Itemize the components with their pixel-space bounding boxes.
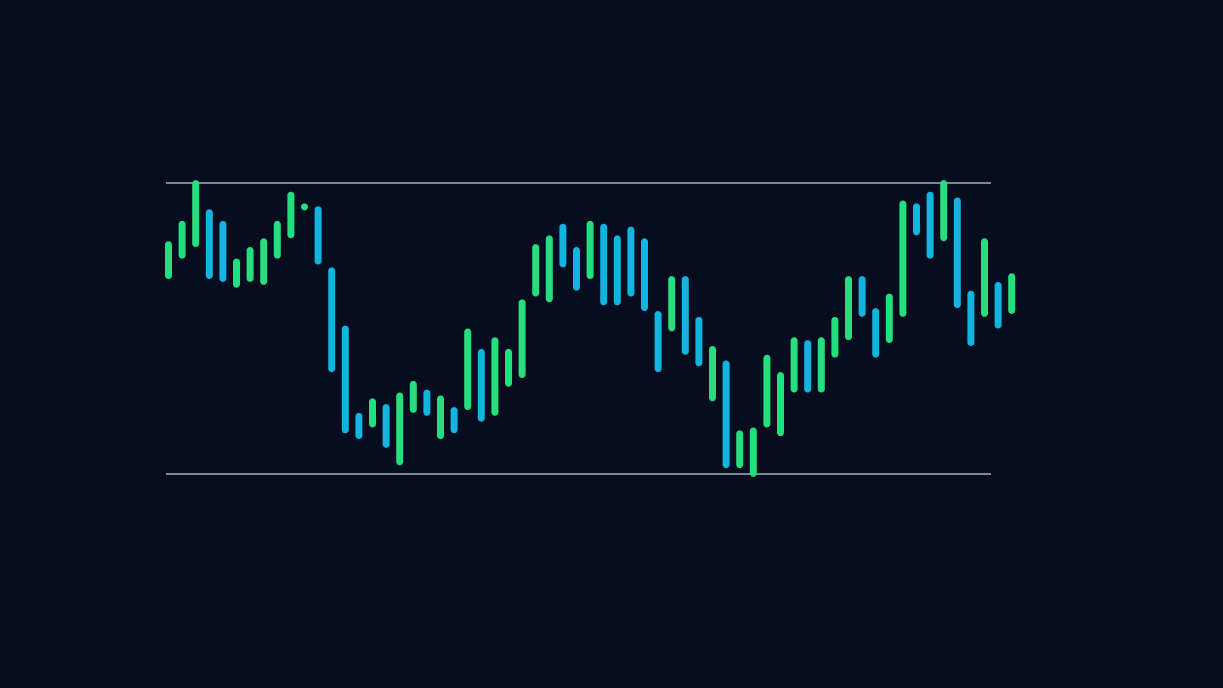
bar-down-17: [382, 404, 390, 448]
bar-up-8: [260, 238, 268, 285]
bar-down-39: [681, 276, 689, 355]
bar-down-20: [423, 389, 431, 416]
bar-up-21: [437, 395, 444, 440]
bar-up-23: [464, 328, 472, 410]
bar-up-43: [736, 430, 744, 469]
bar-down-40: [695, 316, 703, 367]
bar-up-11: [301, 203, 308, 211]
bar-up-61: [981, 238, 988, 317]
bar-up-2: [178, 220, 186, 259]
bar-down-12: [314, 206, 322, 265]
bar-up-45: [763, 354, 771, 428]
bar-down-42: [722, 360, 730, 469]
bar-up-44: [749, 427, 757, 477]
bar-up-3: [192, 180, 200, 248]
bar-down-5: [219, 220, 227, 282]
bar-down-52: [858, 276, 866, 317]
bar-down-15: [355, 412, 363, 440]
bar-up-29: [545, 235, 553, 303]
bar-down-14: [341, 325, 349, 434]
bar-up-46: [777, 372, 784, 437]
bar-down-59: [953, 197, 961, 309]
bar-up-1: [165, 241, 172, 280]
bar-down-53: [872, 308, 880, 358]
bar-up-27: [518, 299, 526, 378]
bar-up-49: [817, 337, 825, 393]
bar-down-56: [913, 203, 920, 236]
bar-down-36: [641, 238, 648, 312]
bar-down-30: [559, 223, 567, 268]
bar-down-60: [967, 290, 975, 346]
bar-down-34: [613, 235, 621, 306]
bar-up-32: [586, 220, 594, 280]
bar-up-47: [790, 337, 798, 393]
bar-up-50: [831, 316, 839, 358]
bar-up-25: [491, 337, 499, 416]
bar-down-33: [600, 223, 608, 306]
bar-up-28: [532, 244, 540, 297]
bar-up-58: [940, 180, 948, 242]
range-lines: [166, 182, 991, 475]
bar-up-9: [273, 220, 281, 259]
bar-up-6: [233, 258, 240, 288]
bar-up-63: [1008, 273, 1016, 314]
bar-up-55: [899, 200, 907, 317]
bar-down-31: [573, 247, 580, 291]
bar-down-22: [450, 407, 458, 434]
bar-up-19: [409, 380, 417, 413]
bar-up-26: [505, 348, 512, 387]
bar-down-35: [627, 226, 635, 297]
bar-down-48: [804, 340, 812, 393]
bar-down-62: [994, 281, 1002, 329]
bar-down-37: [654, 311, 662, 373]
bar-up-38: [668, 276, 676, 332]
bar-up-7: [246, 247, 254, 282]
bar-up-54: [885, 293, 893, 344]
bar-up-10: [287, 191, 295, 239]
bar-up-51: [845, 276, 852, 341]
bar-down-4: [205, 209, 213, 280]
bar-series: [165, 180, 1016, 477]
bar-down-13: [328, 267, 336, 373]
bar-up-41: [709, 345, 716, 402]
bar-down-24: [477, 348, 485, 422]
bar-up-18: [396, 392, 404, 466]
bar-down-57: [926, 191, 934, 259]
bar-up-16: [369, 398, 376, 428]
